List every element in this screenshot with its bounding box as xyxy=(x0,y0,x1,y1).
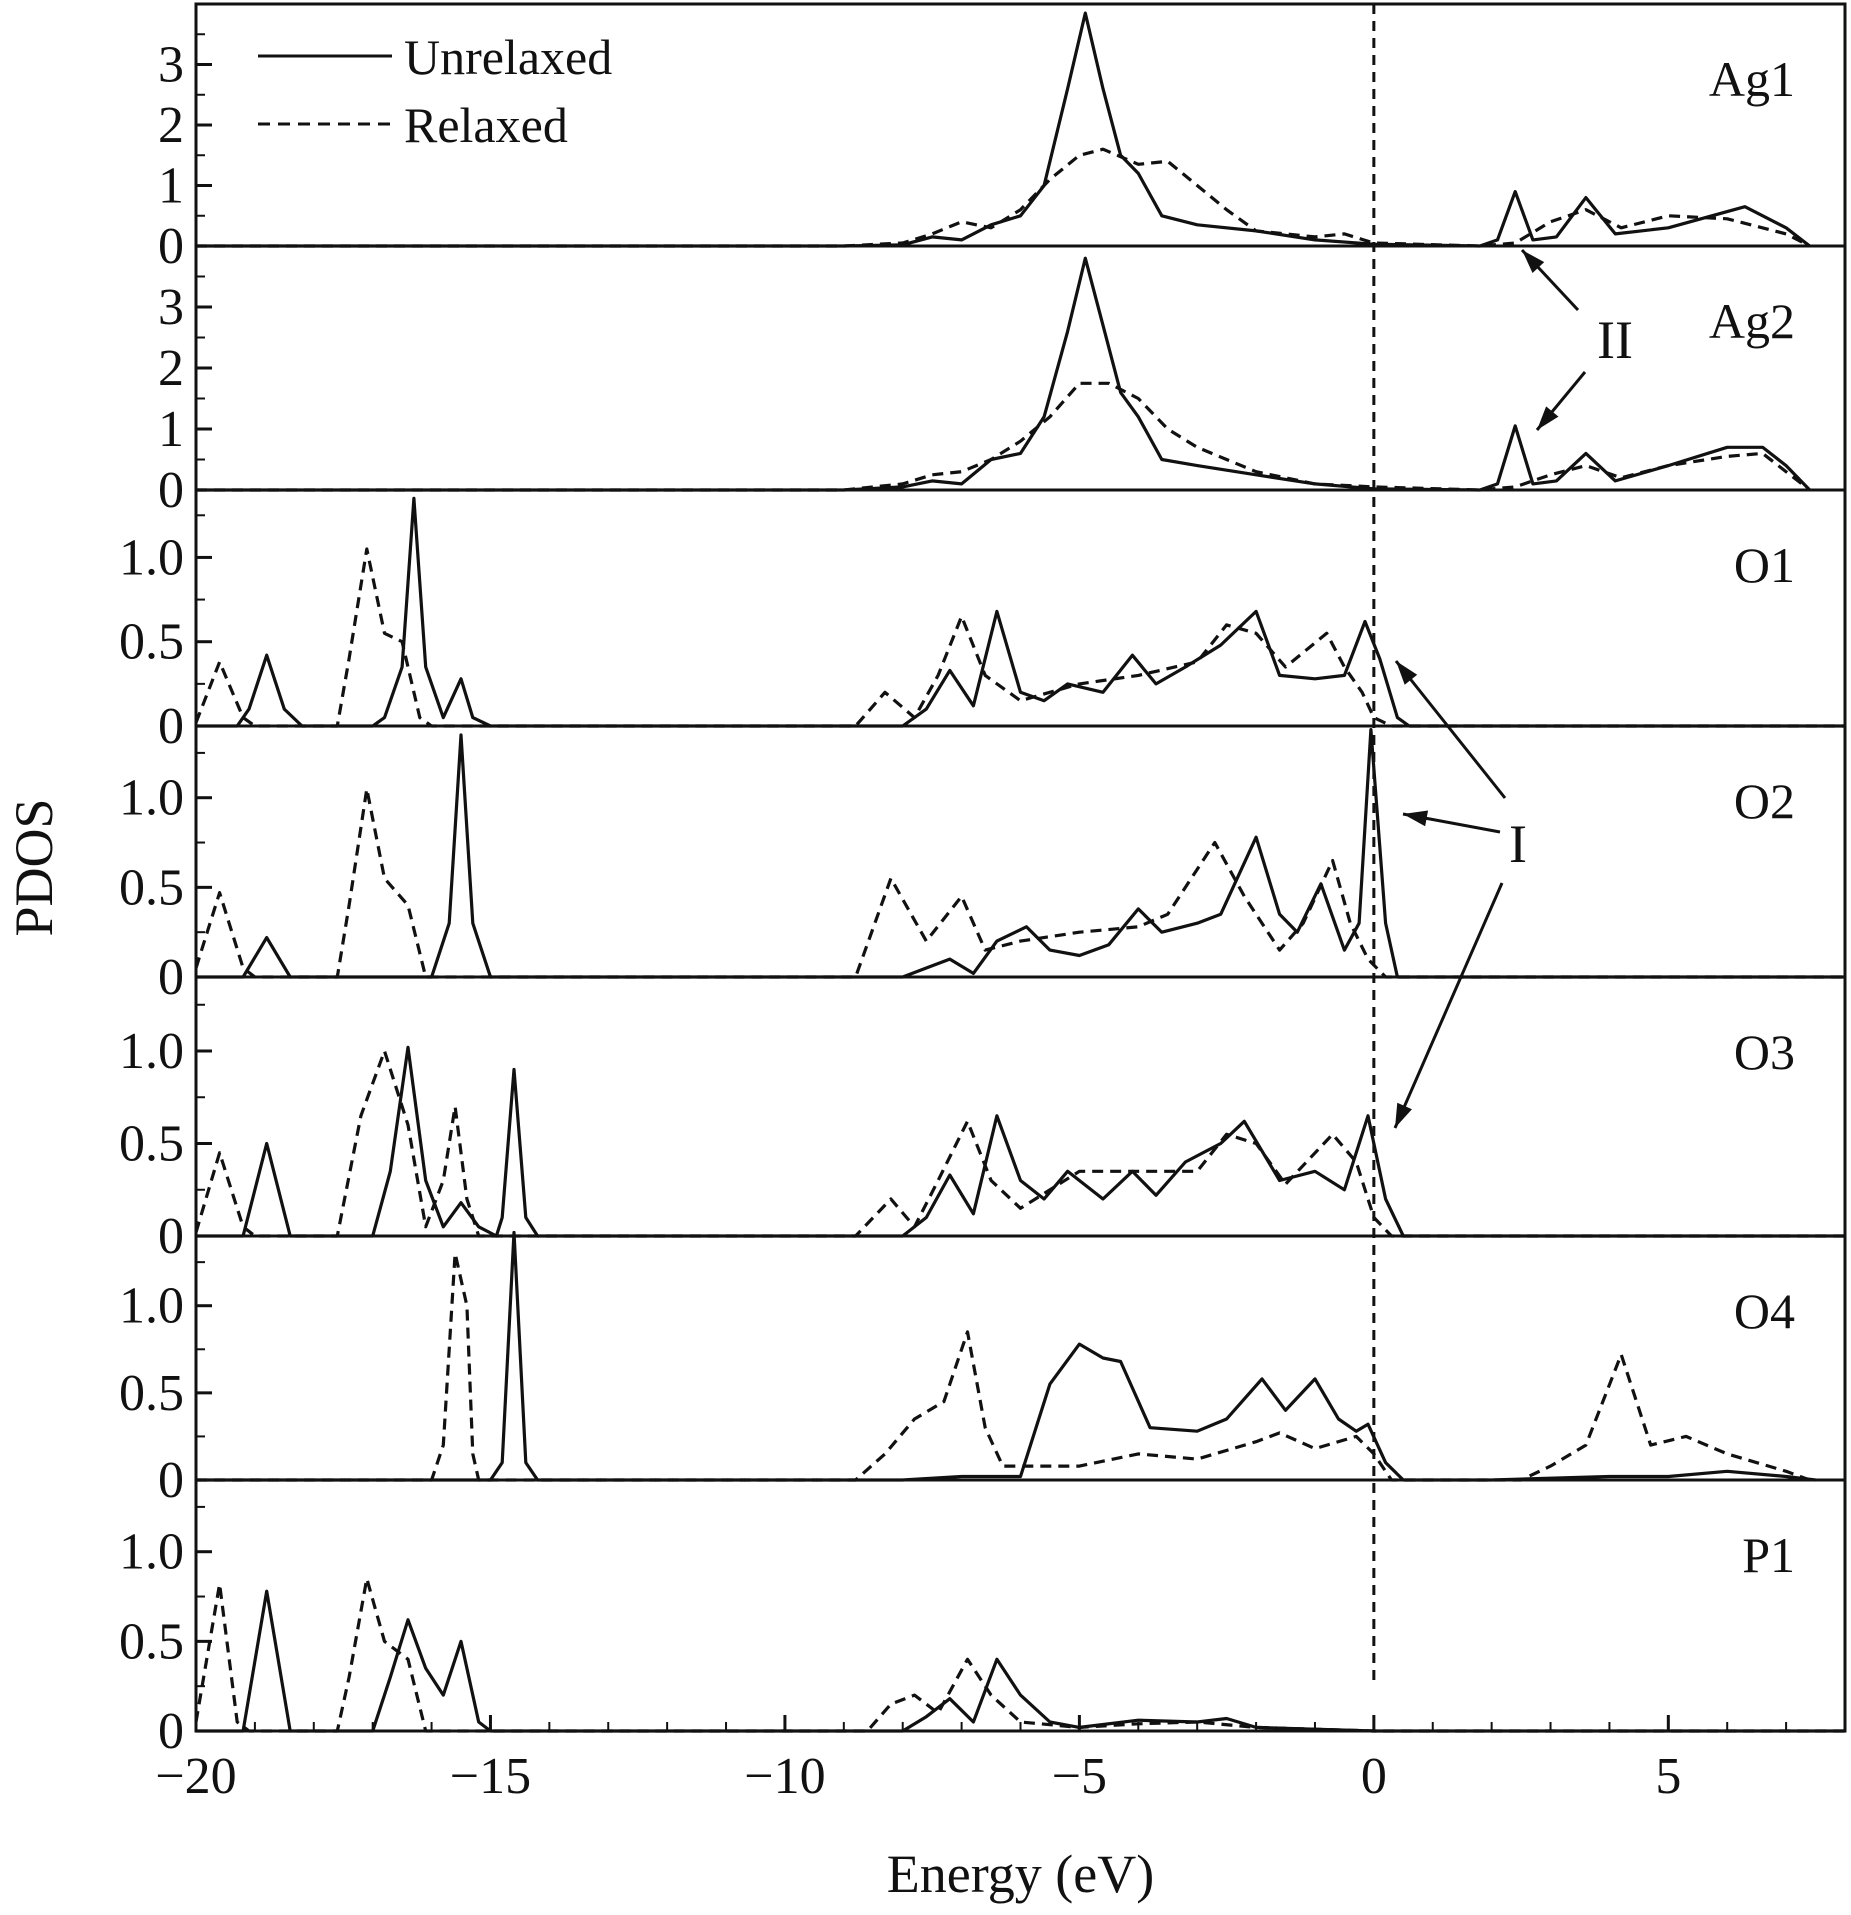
panel-label-o1: O1 xyxy=(1734,537,1795,593)
series-relaxed-ag2 xyxy=(196,381,1811,492)
arrow-I-o3-head xyxy=(1395,1102,1412,1128)
series-unrelaxed-ag1 xyxy=(196,11,1811,248)
panel-o1: 0 0.5 1.0 O1 xyxy=(119,488,1847,755)
panel-frame xyxy=(194,975,1847,1238)
panel-label-ag1: Ag1 xyxy=(1709,51,1795,107)
y-tick-label: 1 xyxy=(158,158,184,215)
arrow-I-o2 xyxy=(1402,810,1501,834)
series-relaxed-p1 xyxy=(194,1577,1845,1733)
series-relaxed-o4 xyxy=(196,1251,1811,1482)
legend-unrelaxed-label: Unrelaxed xyxy=(404,29,612,85)
series-unrelaxed-p1 xyxy=(196,1589,1845,1733)
y-tick-label: 0.5 xyxy=(119,614,184,671)
panel-label-o4: O4 xyxy=(1734,1283,1795,1339)
series-unrelaxed-o3 xyxy=(196,1045,1845,1238)
panel-label-o3: O3 xyxy=(1734,1024,1795,1080)
y-tick-label: 1.0 xyxy=(119,529,184,586)
panel-o2: 0 0.5 1.0 O2 xyxy=(119,724,1847,1006)
x-tick-label: −20 xyxy=(155,1748,236,1805)
x-tick-label: 0 xyxy=(1361,1748,1387,1805)
annotation-arrows xyxy=(1393,248,1587,1129)
x-tick-label: 5 xyxy=(1655,1748,1681,1805)
legend-relaxed-label: Relaxed xyxy=(404,97,568,153)
series-relaxed-ag1 xyxy=(196,147,1811,248)
series-relaxed-o2 xyxy=(194,787,1845,979)
annotation-I: I xyxy=(1509,814,1527,874)
arrow-I-o3 xyxy=(1393,882,1504,1129)
x-axis-title: Energy (eV) xyxy=(887,1844,1154,1904)
arrow-I-o1-shaft xyxy=(1394,660,1507,799)
panel-label-p1: P1 xyxy=(1742,1527,1795,1583)
y-tick-label: 0.5 xyxy=(119,1365,184,1422)
x-tick-label: −5 xyxy=(1052,1748,1107,1805)
y-tick-label: 2 xyxy=(158,340,184,397)
panel-o3: 0 0.5 1.0 O3 xyxy=(119,975,1847,1265)
arrow-I-o1-head xyxy=(1396,661,1418,685)
y-tick-label: 0.5 xyxy=(119,1116,184,1173)
y-tick-label: 0 xyxy=(158,698,184,755)
arrow-II-ag1 xyxy=(1520,248,1580,312)
y-tick-label: 3 xyxy=(158,279,184,336)
arrow-I-o3-shaft xyxy=(1393,882,1504,1129)
panel-o4: 0 0.5 1.0 O4 xyxy=(119,1230,1847,1509)
series-unrelaxed-o1 xyxy=(196,496,1845,728)
y-tick-label: 0.5 xyxy=(119,1613,184,1670)
y-tick-label: 0 xyxy=(158,218,184,275)
x-tick-label: −15 xyxy=(450,1748,531,1805)
y-tick-label: 0 xyxy=(158,462,184,519)
y-tick-label: 1 xyxy=(158,401,184,458)
arrow-II-ag1-head xyxy=(1522,250,1545,274)
legend: Unrelaxed Relaxed xyxy=(258,29,612,153)
arrow-II-ag2 xyxy=(1535,371,1587,431)
series-unrelaxed-ag2 xyxy=(196,256,1811,492)
series-relaxed-o3 xyxy=(194,1049,1845,1238)
y-tick-label: 3 xyxy=(158,37,184,94)
panel-label-ag2: Ag2 xyxy=(1709,293,1795,349)
arrow-II-ag2-head xyxy=(1537,406,1559,430)
y-tick-label: 0 xyxy=(158,1452,184,1509)
y-tick-label: 1.0 xyxy=(119,1278,184,1335)
y-tick-label: 0 xyxy=(158,1703,184,1760)
y-tick-label: 0.5 xyxy=(119,859,184,916)
x-axis: −20 −15 −10 −5 0 5 xyxy=(155,1715,1788,1805)
series-unrelaxed-o4 xyxy=(196,1230,1816,1482)
arrow-I-o1 xyxy=(1394,660,1507,799)
annotations: II I xyxy=(1393,248,1633,1129)
y-tick-label: 0 xyxy=(158,949,184,1006)
x-tick-label: −10 xyxy=(744,1748,825,1805)
y-axis-title: PDOS xyxy=(4,798,64,936)
series-relaxed-o1 xyxy=(194,547,1845,728)
panel-p1: 0 0.5 1.0 P1 xyxy=(119,1478,1847,1760)
y-tick-label: 0 xyxy=(158,1208,184,1265)
y-tick-label: 1.0 xyxy=(119,1524,184,1581)
y-tick-label: 1.0 xyxy=(119,1023,184,1080)
y-tick-label: 2 xyxy=(158,97,184,154)
annotation-II: II xyxy=(1597,310,1633,370)
panel-label-o2: O2 xyxy=(1734,773,1795,829)
series-unrelaxed-o2 xyxy=(196,728,1845,979)
y-tick-label: 1.0 xyxy=(119,770,184,827)
arrow-I-o2-head xyxy=(1403,810,1429,827)
